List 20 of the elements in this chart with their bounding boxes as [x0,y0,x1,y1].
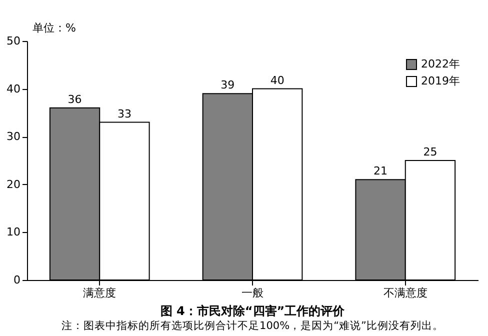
y-tick-label: 50 [6,34,20,48]
y-tick-label: 30 [6,130,20,144]
data-label: 25 [423,146,438,158]
data-label: 21 [374,164,388,178]
data-label: 36 [68,92,82,106]
y-tick-label: 0 [14,274,20,286]
data-label: 40 [270,74,284,87]
x-tick-label: 一般 [242,286,264,300]
x-tick-label: 满意度 [83,286,116,300]
legend-label: 2022年 [421,58,460,70]
y-axis-title: 单位：% [32,22,76,34]
y-tick-label: 40 [6,82,20,96]
legend-label: 2019年 [421,74,460,88]
data-label: 39 [220,78,235,92]
data-label: 33 [117,107,132,120]
y-tick-label: 20 [6,178,20,191]
text: 图 4：市民对除“四害”工作的评价 [160,304,346,318]
y-tick-label: 10 [6,226,20,239]
x-tick-label: 不满意度 [383,286,428,300]
text: 注：图表中指标的所有选项比例合计不足100%，是因为“难说”比例没有列出。 [62,319,444,332]
